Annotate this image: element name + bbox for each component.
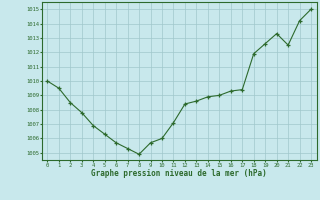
X-axis label: Graphe pression niveau de la mer (hPa): Graphe pression niveau de la mer (hPa) (91, 169, 267, 178)
